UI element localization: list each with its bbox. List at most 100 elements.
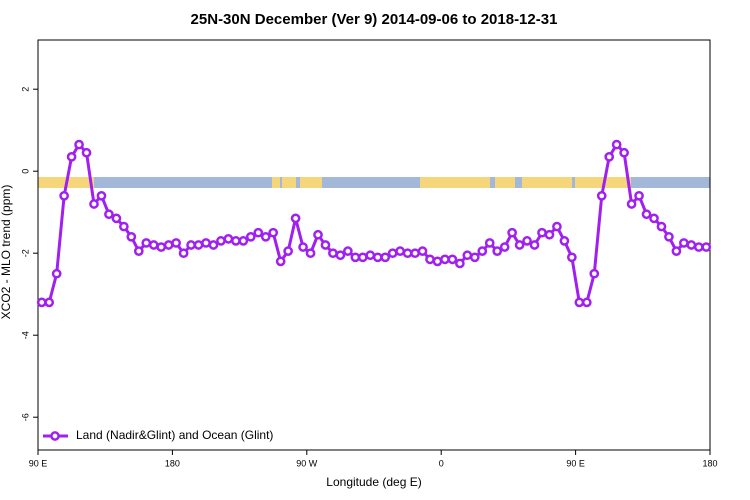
y-tick-label: -2 — [20, 249, 30, 257]
data-point — [253, 227, 264, 238]
data-point — [664, 231, 674, 242]
data-point — [574, 297, 585, 308]
series-line — [41, 142, 707, 304]
data-point — [231, 236, 241, 246]
data-point — [208, 240, 219, 250]
data-point — [410, 248, 420, 259]
data-point — [126, 231, 137, 242]
y-tick-label: -6 — [20, 413, 30, 421]
land-band — [282, 177, 296, 188]
data-point — [193, 240, 204, 250]
data-point — [313, 229, 323, 240]
data-point — [357, 252, 368, 263]
data-point — [455, 258, 465, 269]
x-tick-label: 90 E — [29, 458, 48, 468]
data-point — [372, 252, 383, 263]
data-point — [596, 190, 607, 201]
x-tick-label: 90 E — [566, 458, 585, 468]
data-point — [649, 213, 659, 224]
data-point — [328, 248, 338, 259]
legend-label: Land (Nadir&Glint) and Ocean (Glint) — [76, 428, 273, 442]
data-point — [51, 268, 62, 279]
data-point — [492, 246, 503, 256]
x-tick-label: 180 — [165, 458, 180, 468]
data-point — [656, 221, 667, 232]
y-tick-label: -4 — [20, 331, 30, 339]
x-tick-label: 90 W — [296, 458, 318, 468]
data-point — [425, 254, 435, 265]
legend-marker — [50, 431, 60, 441]
data-point — [619, 147, 629, 158]
data-point — [432, 256, 443, 267]
land-band — [522, 177, 572, 188]
data-point — [581, 297, 592, 308]
data-point — [178, 248, 189, 259]
data-point — [74, 139, 84, 150]
data-point — [567, 252, 577, 263]
data-point — [671, 246, 682, 256]
data-point — [604, 152, 615, 162]
data-point — [119, 221, 129, 232]
y-axis-label: XCO2 - MLO trend (ppm) — [0, 185, 13, 320]
x-axis-label: Longitude (deg E) — [326, 475, 421, 489]
data-point — [447, 254, 458, 265]
data-point — [111, 213, 122, 224]
data-point — [44, 297, 55, 308]
data-point — [686, 240, 697, 250]
data-point — [343, 246, 353, 256]
data-point — [499, 242, 510, 252]
land-band — [272, 177, 280, 188]
data-point — [223, 234, 234, 244]
data-point — [641, 209, 652, 220]
data-point — [462, 250, 473, 261]
data-point — [589, 268, 600, 279]
data-point — [260, 231, 271, 242]
data-point — [365, 250, 376, 261]
ocean-band — [38, 177, 710, 188]
data-point — [514, 240, 525, 250]
data-point — [529, 240, 540, 250]
data-point — [89, 199, 99, 209]
data-point — [477, 246, 488, 256]
data-point — [701, 242, 712, 252]
plot-frame — [37, 39, 711, 451]
data-point — [350, 252, 361, 263]
y-tick-label: 2 — [20, 87, 30, 92]
land-band — [300, 177, 322, 188]
data-point — [305, 248, 316, 259]
data-point — [335, 250, 346, 261]
data-point — [522, 236, 532, 246]
data-point — [148, 240, 159, 250]
data-point — [216, 236, 226, 246]
data-point — [440, 254, 450, 265]
data-point — [163, 240, 174, 250]
data-point — [626, 199, 637, 209]
data-point — [537, 227, 547, 238]
data-point — [484, 238, 495, 248]
chart-title: 25N-30N December (Ver 9) 2014-09-06 to 2… — [191, 11, 558, 28]
data-point — [320, 240, 331, 250]
data-point — [507, 227, 517, 238]
data-point — [156, 242, 167, 252]
data-point — [693, 242, 704, 252]
data-point — [283, 246, 293, 256]
data-point — [469, 252, 480, 263]
x-tick-label: 0 — [439, 458, 444, 468]
data-point — [66, 152, 77, 162]
x-tick-label: 180 — [702, 458, 717, 468]
y-tick-label: 0 — [20, 169, 30, 174]
data-point — [275, 256, 286, 267]
data-point — [171, 238, 181, 248]
data-point — [298, 242, 308, 252]
land-band — [495, 177, 515, 188]
data-point — [238, 236, 249, 246]
data-point — [81, 147, 92, 158]
data-point — [290, 213, 301, 224]
data-point — [559, 236, 570, 246]
land-ocean-band — [38, 177, 710, 188]
data-point — [679, 238, 689, 248]
land-band — [420, 177, 490, 188]
data-point — [634, 190, 644, 201]
data-point — [402, 248, 413, 259]
